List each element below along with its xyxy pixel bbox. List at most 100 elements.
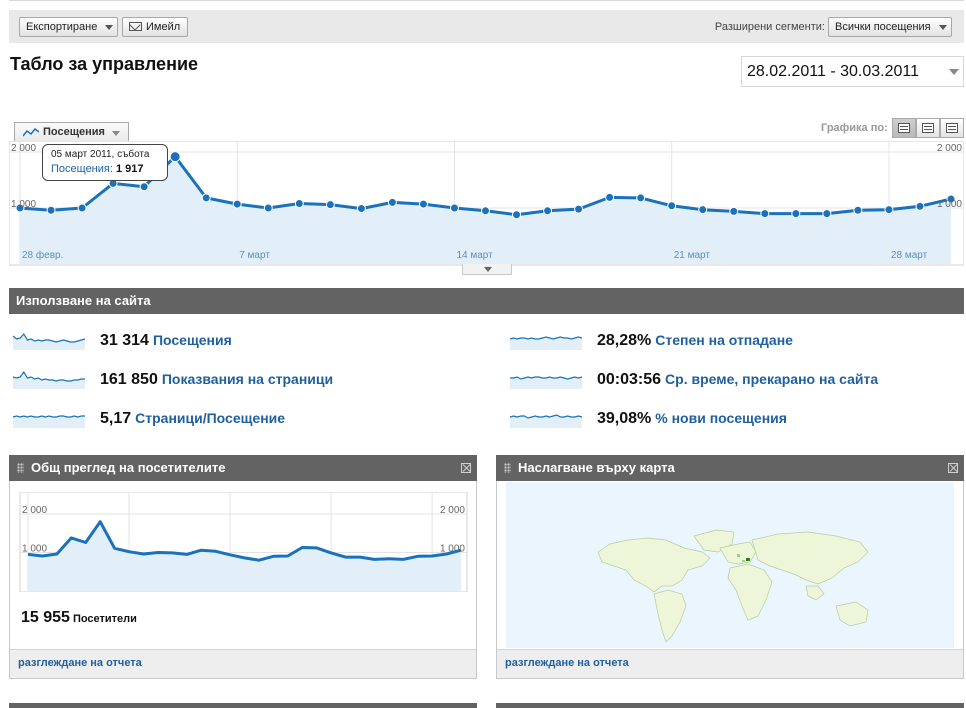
drag-handle-icon[interactable] — [17, 463, 24, 473]
data-point — [169, 151, 181, 163]
next-widget-header — [9, 703, 477, 708]
stat-pageviews: 161 850 Показвания на страници — [12, 369, 412, 393]
x-tick-label: 7 март — [239, 250, 270, 261]
data-point — [481, 206, 490, 216]
map-overlay-widget: Наслагване върху карта разглеждане на от… — [496, 455, 964, 679]
widget-footer: разглеждане на отчета — [10, 649, 476, 678]
visits-sparkline[interactable] — [12, 330, 86, 350]
line-chart-icon — [23, 128, 39, 137]
metric-selector-label: Посещения — [43, 126, 105, 138]
data-point — [139, 182, 149, 192]
y-tick-label: 1 000 — [937, 199, 962, 210]
data-point — [822, 209, 832, 219]
drag-handle-icon[interactable] — [504, 463, 511, 473]
stat-value: 28,28% — [597, 332, 652, 349]
x-tick-label: 21 март — [674, 250, 711, 261]
graph-by-month-button[interactable] — [940, 118, 964, 138]
stat-value: 00:03:56 — [597, 371, 662, 388]
stat-link-pageviews[interactable]: Показвания на страници — [161, 371, 334, 387]
stat-link-pages-per-visit[interactable]: Страници/Посещение — [135, 410, 286, 426]
visits-chart[interactable]: 1 000 1 000 2 000 2 000 28 февр. 7 март 14 мар… — [9, 141, 964, 266]
stat-link-avg-time[interactable]: Ср. време, прекарано на сайта — [665, 371, 879, 387]
visitors-count: 15 955 — [21, 609, 70, 626]
data-point — [915, 201, 925, 211]
data-point — [294, 199, 304, 209]
data-point — [356, 204, 366, 214]
graph-by-label: Графика по: — [821, 122, 888, 134]
sparkline-line — [12, 332, 86, 343]
map-region[interactable] — [742, 560, 745, 562]
envelope-icon — [129, 22, 142, 31]
tooltip-metric: Посещения: — [51, 163, 113, 175]
y-tick-label: 1 000 — [11, 199, 36, 210]
email-button[interactable]: Имейл — [122, 17, 188, 37]
data-point — [263, 203, 273, 213]
y-tick-label: 2 000 — [937, 143, 962, 154]
data-point — [325, 200, 335, 210]
sparkline-area — [13, 416, 85, 428]
stat-value: 31 314 — [100, 332, 149, 349]
pages-per-visit-sparkline[interactable] — [12, 408, 86, 428]
chevron-down-icon — [939, 25, 947, 30]
page-title: Табло за управление — [10, 54, 199, 74]
sparkline-line — [509, 414, 583, 419]
widget-title: Общ преглед на посетителите — [31, 460, 226, 475]
world-map[interactable] — [506, 482, 954, 648]
widget-header[interactable]: Наслагване върху карта — [496, 455, 964, 481]
x-tick-label: 28 февр. — [22, 249, 63, 261]
avg-time-sparkline[interactable] — [509, 369, 583, 389]
graph-by-week-button[interactable] — [916, 118, 940, 138]
close-icon[interactable] — [948, 463, 958, 473]
sparkline-line — [510, 376, 583, 380]
segments-label: Разширени сегменти: — [714, 21, 825, 33]
data-point — [15, 203, 25, 213]
chart-expand-toggle[interactable] — [462, 264, 512, 275]
chevron-down-icon — [112, 131, 120, 136]
data-point — [884, 205, 894, 215]
data-point — [46, 205, 56, 215]
visitors-overview-widget: Общ преглед на посетителите 1 000 1 000 2 … — [9, 455, 477, 679]
data-point — [853, 205, 863, 215]
map-ocean — [506, 482, 954, 648]
x-tick-label: 14 март — [456, 250, 493, 261]
data-point — [760, 209, 770, 219]
segments-select[interactable]: Всички посещения — [828, 17, 952, 37]
data-point — [449, 203, 459, 213]
bounce-rate-sparkline[interactable] — [509, 330, 583, 350]
map-region[interactable] — [737, 554, 740, 557]
view-report-link[interactable]: разглеждане на отчета — [505, 657, 629, 669]
widget-footer: разглеждане на отчета — [497, 649, 963, 678]
visitors-chart[interactable]: 1 000 1 000 2 000 2 000 — [10, 492, 476, 592]
chart-tooltip: 05 март 2011, събота Посещения: 1 917 — [42, 144, 168, 181]
sparkline-line — [12, 415, 85, 418]
date-range-value: 28.02.2011 - 30.03.2011 — [747, 63, 919, 80]
stat-new-visits: 39,08%% нови посещения — [509, 408, 959, 432]
metric-selector[interactable]: Посещения — [14, 122, 129, 142]
area-fill — [28, 521, 461, 591]
view-report-link[interactable]: разглеждане на отчета — [18, 657, 142, 669]
export-label: Експортиране — [26, 21, 98, 33]
stat-bounce-rate: 28,28% Степен на отпадане — [509, 330, 959, 354]
export-button[interactable]: Експортиране — [19, 17, 118, 37]
pageviews-sparkline[interactable] — [12, 369, 86, 389]
data-point — [232, 199, 242, 209]
widget-header[interactable]: Общ преглед на посетителите — [9, 455, 477, 481]
data-point — [512, 210, 522, 220]
data-point — [729, 206, 739, 216]
close-icon[interactable] — [461, 463, 471, 473]
stat-visits: 31 314 Посещения — [12, 330, 412, 354]
segments-value: Всички посещения — [835, 21, 931, 33]
stat-link-new-visits[interactable]: % нови посещения — [655, 410, 787, 426]
new-visits-sparkline[interactable] — [509, 408, 583, 428]
visitors-count-label: Посетители — [72, 613, 137, 625]
chevron-down-icon — [949, 69, 959, 75]
graph-by-day-button[interactable] — [892, 118, 916, 138]
data-point — [77, 203, 87, 213]
series-line — [27, 520, 462, 562]
stat-link-visits[interactable]: Посещения — [152, 332, 232, 348]
stat-link-bounce-rate[interactable]: Степен на отпадане — [655, 332, 793, 348]
sparkline-line — [12, 370, 85, 382]
sparkline-area — [13, 334, 85, 350]
map-highlight-region[interactable] — [746, 558, 750, 561]
date-range-picker[interactable]: 28.02.2011 - 30.03.2011 — [741, 56, 964, 87]
